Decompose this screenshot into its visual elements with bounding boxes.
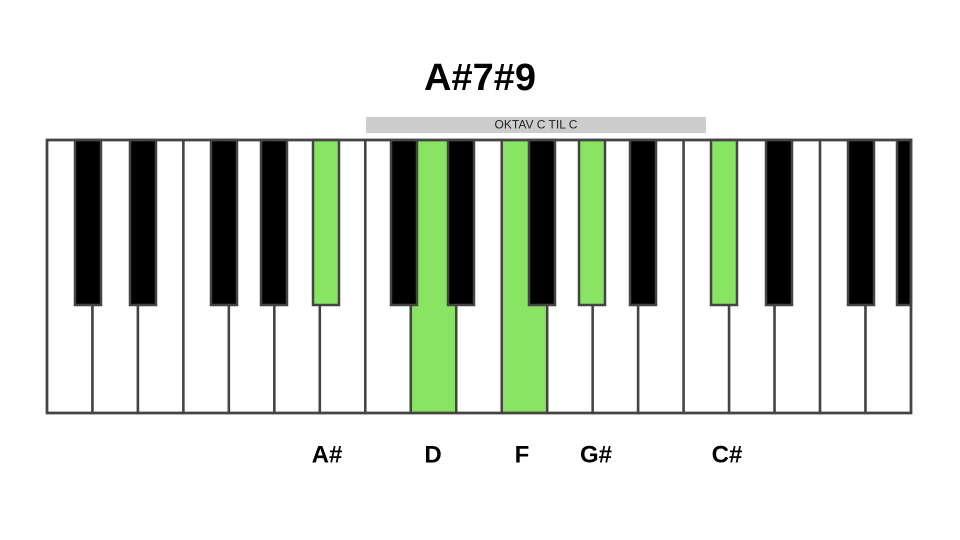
black-key	[389, 138, 419, 307]
note-label: F	[515, 441, 530, 468]
black-key	[209, 138, 239, 307]
note-label: G#	[580, 441, 612, 468]
black-key	[73, 138, 103, 307]
black-key	[527, 138, 557, 307]
note-label: D	[424, 441, 441, 468]
black-key	[128, 138, 158, 307]
black-key	[311, 138, 341, 307]
black-key	[846, 138, 876, 307]
black-key	[577, 138, 607, 307]
octave-label: OKTAV C TIL C	[495, 118, 578, 132]
black-keys	[73, 138, 913, 307]
black-key	[895, 138, 913, 307]
black-key	[709, 138, 739, 307]
note-label: C#	[712, 441, 743, 468]
octave-bar	[366, 117, 706, 133]
black-key	[764, 138, 794, 307]
note-label: A#	[312, 441, 343, 468]
black-key	[628, 138, 658, 307]
keyboard-frame	[45, 138, 913, 415]
black-key	[259, 138, 289, 307]
black-key	[446, 138, 476, 307]
chord-title: A#7#9	[424, 57, 536, 99]
